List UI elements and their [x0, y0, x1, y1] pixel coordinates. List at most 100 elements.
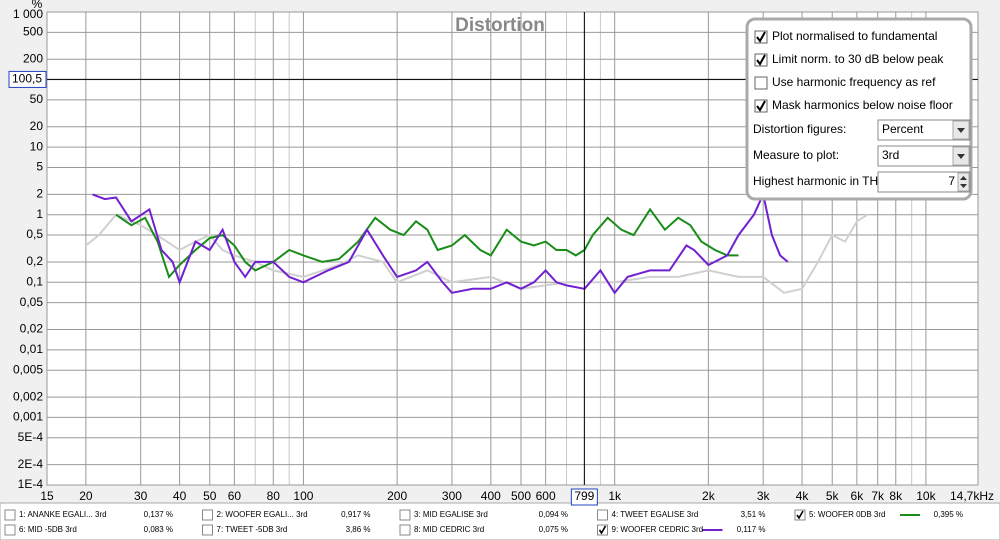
y-tick-label: 20: [30, 119, 44, 133]
x-tick-label: 5k: [826, 489, 840, 503]
legend-checkbox[interactable]: [399, 524, 411, 536]
legend-checkbox[interactable]: [4, 509, 16, 521]
legend-value: 0,083 %: [144, 525, 173, 534]
legend-name: 8: MID CEDRIC 3rd: [414, 525, 484, 534]
field-label: Measure to plot:: [753, 148, 839, 162]
y-tick-label: 0,05: [20, 295, 44, 309]
cursor-y-box: [8, 70, 47, 88]
checkbox-label[interactable]: Use harmonic frequency as ref: [772, 75, 936, 89]
legend-checkbox[interactable]: [202, 509, 213, 521]
cursor-x-box: [570, 488, 598, 506]
legend-name: 5: WOOFER 0DB 3rd: [809, 510, 885, 519]
legend-area: [0, 502, 1000, 540]
checkbox-label[interactable]: Limit norm. to 30 dB below peak: [772, 52, 944, 66]
field-value: 7: [948, 174, 955, 188]
y-tick-label: 1E-4: [18, 477, 44, 491]
y-tick-label: 0,002: [13, 389, 43, 403]
y-tick-label: 0,02: [20, 322, 44, 336]
x-tick-label: 30: [134, 489, 148, 503]
field-box[interactable]: [877, 119, 971, 141]
legend-checkbox[interactable]: [202, 524, 213, 536]
legend-checkbox[interactable]: [4, 524, 16, 536]
y-tick-label: 2E-4: [18, 457, 44, 471]
x-tick-label: 80: [267, 489, 281, 503]
legend-checkbox[interactable]: [399, 509, 411, 521]
legend-value: 0,117 %: [737, 525, 766, 534]
field-label: Highest harmonic in THD:: [753, 174, 890, 188]
x-tick-label: 6k: [851, 489, 865, 503]
x-tick-label: 3k: [757, 489, 771, 503]
x-tick-label: 200: [387, 489, 407, 503]
x-tick-label: 500: [511, 489, 531, 503]
legend-value: 3,86 %: [346, 525, 371, 534]
cursor-x-label: 799: [574, 489, 594, 503]
x-tick-label: 10k: [916, 489, 936, 503]
legend-value: 0,917 %: [341, 510, 370, 519]
y-tick-label: 0,005: [13, 362, 43, 376]
x-tick-label: 40: [173, 489, 187, 503]
legend-check: [796, 510, 804, 520]
y-tick-label: 0,1: [26, 274, 43, 288]
y-tick-label: 1 000: [13, 7, 43, 21]
legend-value: 0,094 %: [539, 510, 568, 519]
series-line: [115, 207, 739, 279]
dropdown-arrow: [957, 154, 965, 159]
y-tick-label: 0,5: [26, 227, 43, 241]
checkbox-label[interactable]: Plot normalised to fundamental: [772, 29, 937, 43]
legend-name: 9: WOOFER CEDRIC 3rd: [612, 525, 704, 534]
cursor-y-label: 100,5: [12, 72, 42, 86]
x-tick-label: 300: [442, 489, 462, 503]
series-line: [85, 213, 869, 294]
checkbox-check: [756, 54, 766, 66]
field-box[interactable]: [877, 145, 971, 167]
x-tick-label: 600: [536, 489, 556, 503]
x-tick-label: 8k: [889, 489, 903, 503]
x-tick-label: 60: [228, 489, 242, 503]
x-tick-label: 14,7kHz: [950, 489, 994, 503]
y-tick-label: 0,01: [20, 342, 44, 356]
y-tick-label: 50: [30, 92, 44, 106]
checkbox-label[interactable]: Mask harmonics below noise floor: [772, 98, 953, 112]
y-tick-label: 1: [36, 207, 43, 221]
checkbox-check: [756, 100, 766, 112]
field-label: Distortion figures:: [753, 122, 846, 136]
x-tick-label: 2k: [702, 489, 716, 503]
legend-name: 2: WOOFER EGALI... 3rd: [217, 510, 308, 519]
legend-name: 1: ANANKE EGALI... 3rd: [19, 510, 107, 519]
field-value: Percent: [882, 122, 924, 136]
legend-name: 6: MID -5DB 3rd: [19, 525, 77, 534]
x-tick-label: 15: [40, 489, 54, 503]
spinner-arrows: [960, 176, 967, 188]
x-tick-label: 1k: [608, 489, 622, 503]
spinner-button[interactable]: [957, 172, 970, 192]
y-tick-label: 5E-4: [18, 430, 44, 444]
y-tick-label: 0,001: [13, 410, 43, 424]
legend-checkbox[interactable]: [597, 509, 608, 521]
x-tick-label: 50: [203, 489, 217, 503]
legend-value: 3,51 %: [741, 510, 766, 519]
legend-value: 0,075 %: [539, 525, 568, 534]
y-tick-label: 5: [36, 160, 43, 174]
legend-name: 4: TWEET EGALISE 3rd: [612, 510, 699, 519]
y-tick-label: 0,2: [26, 254, 43, 268]
legend-value: 0,137 %: [144, 510, 173, 519]
chart-title: Distortion: [455, 15, 545, 36]
x-tick-label: 20: [79, 489, 93, 503]
checkbox-check: [756, 31, 766, 43]
y-tick-label: 10: [30, 139, 44, 153]
y-unit: %: [32, 0, 43, 11]
x-tick-label: 100: [293, 489, 313, 503]
legend-name: 7: TWEET -5DB 3rd: [217, 525, 288, 534]
y-tick-label: 500: [23, 25, 43, 39]
legend-value: 0,395 %: [934, 510, 963, 519]
dropdown-arrow: [957, 128, 965, 133]
field-value: 3rd: [882, 148, 899, 162]
x-tick-label: 400: [481, 489, 501, 503]
checkbox[interactable]: [754, 76, 768, 90]
legend-name: 3: MID EGALISE 3rd: [414, 510, 488, 519]
series-line: [92, 191, 789, 295]
x-tick-label: 4k: [796, 489, 810, 503]
field-box[interactable]: [877, 171, 971, 193]
y-tick-label: 200: [23, 51, 43, 65]
